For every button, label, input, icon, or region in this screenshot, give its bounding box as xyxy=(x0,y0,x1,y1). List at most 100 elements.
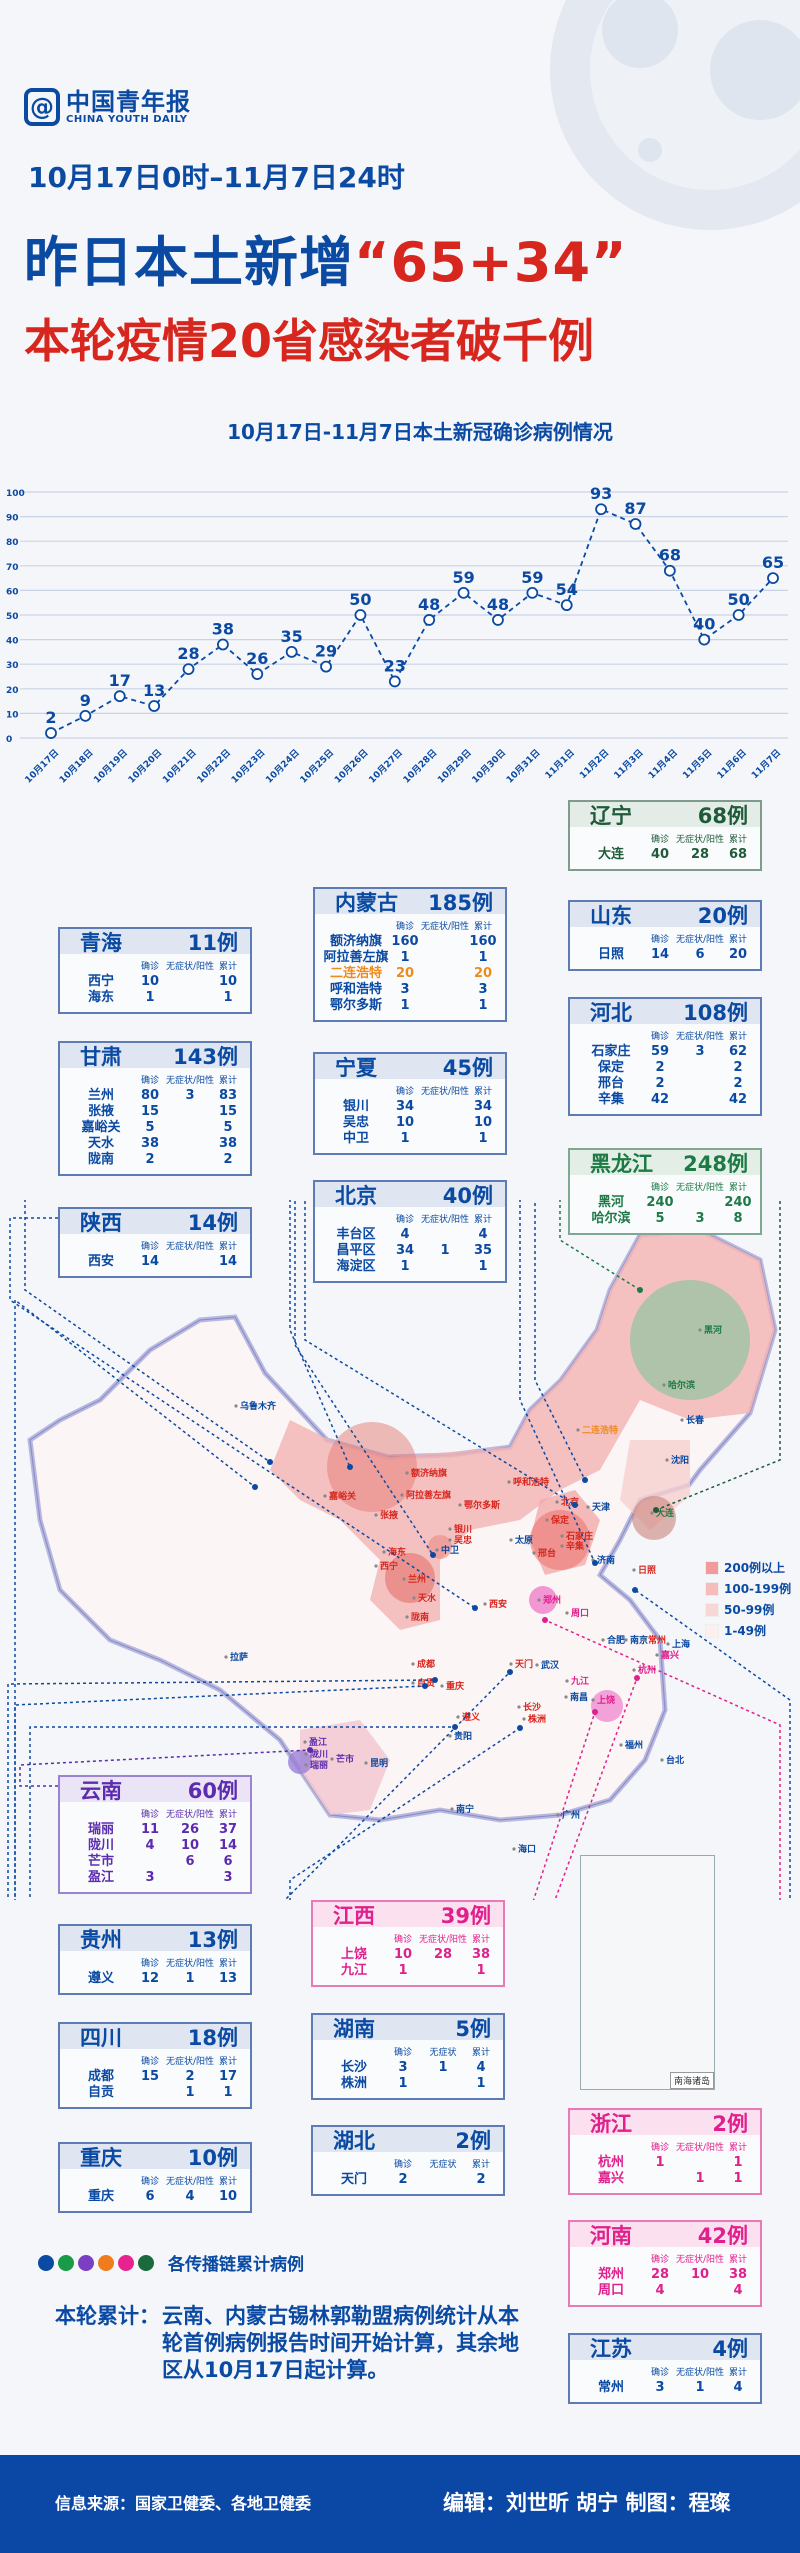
city-name: 重庆 xyxy=(87,2189,114,2204)
confirmed-count: 38 xyxy=(140,1136,160,1151)
asymptomatic-count: 28 xyxy=(433,1947,453,1962)
city-label: 海东 xyxy=(388,1546,406,1558)
total-count: 10 xyxy=(218,974,238,989)
city-dot xyxy=(535,1663,539,1667)
city-dot xyxy=(564,1695,568,1699)
city-label: 石家庄 xyxy=(565,1530,593,1542)
total-count: 5 xyxy=(223,1120,233,1135)
col-header-confirmed: 确诊 xyxy=(393,1935,412,1945)
connector-dot xyxy=(634,1675,640,1681)
data-label: 48 xyxy=(487,595,509,614)
province-header: 云南 60例 xyxy=(60,1777,250,1803)
data-point xyxy=(767,572,779,584)
city-dot xyxy=(411,1662,415,1666)
asymptomatic-count: 1 xyxy=(185,1971,195,1986)
col-header-total: 累计 xyxy=(471,2160,490,2170)
connector-dot xyxy=(347,1464,353,1470)
total-count: 1 xyxy=(478,998,488,1013)
city-label: 九江 xyxy=(570,1675,589,1687)
bubble-shangrao xyxy=(591,1690,623,1722)
city-label: 西宁 xyxy=(380,1560,398,1572)
city-dot xyxy=(632,1568,636,1572)
province-total: 13例 xyxy=(187,1927,238,1952)
province-name: 山东 xyxy=(590,903,632,928)
province-box-heilongjiang: 黑龙江 248例 确诊 无症状/阳性 累计 黑河 240 240 哈尔滨 5 3 8 xyxy=(568,1148,762,1235)
total-count: 6 xyxy=(223,1854,233,1869)
asymptomatic-count: 1 xyxy=(440,1243,450,1258)
data-label: 54 xyxy=(556,580,578,599)
x-tick-label: 10月23日 xyxy=(229,747,267,785)
city-label: 嘉兴 xyxy=(660,1649,679,1661)
city-name: 成都 xyxy=(87,2069,114,2084)
data-point xyxy=(595,503,607,516)
city-name: 郑州 xyxy=(597,2267,624,2282)
connector-dot xyxy=(592,1709,598,1715)
data-point xyxy=(79,709,92,722)
confirmed-count: 20 xyxy=(395,966,415,981)
city-label: 拉萨 xyxy=(230,1651,248,1663)
col-header-total: 累计 xyxy=(218,2057,237,2067)
city-name: 株洲 xyxy=(340,2076,367,2091)
col-header-confirmed: 确诊 xyxy=(650,2255,669,2265)
total-count: 20 xyxy=(728,947,748,962)
province-total: 68例 xyxy=(697,803,748,828)
data-point xyxy=(560,599,573,612)
col-header-confirmed: 确诊 xyxy=(140,962,159,972)
data-label: 2 xyxy=(45,708,56,727)
total-count: 240 xyxy=(724,1195,752,1210)
x-tick-label: 10月20日 xyxy=(126,747,164,785)
col-header-asymptomatic: 无症状/阳性 xyxy=(675,835,725,845)
connector-line xyxy=(519,1200,596,1564)
city-label: 郑州 xyxy=(543,1594,561,1606)
city-name: 阿拉善左旗 xyxy=(323,950,389,965)
date-range: 10月17日0时–11月7日24时 xyxy=(28,161,405,194)
confirmed-count: 10 xyxy=(395,1115,415,1130)
data-point xyxy=(320,660,332,673)
city-name: 盈江 xyxy=(87,1870,114,1885)
city-name: 陇南 xyxy=(87,1152,114,1167)
confirmed-count: 14 xyxy=(140,1254,160,1269)
connector-dot xyxy=(637,1287,643,1293)
province-header: 浙江 2例 xyxy=(570,2110,760,2136)
province-header: 江苏 4例 xyxy=(570,2335,760,2361)
city-dot xyxy=(412,1596,416,1600)
data-point xyxy=(354,609,367,621)
city-dot xyxy=(680,1418,684,1422)
logo-english: CHINA YOUTH DAILY xyxy=(66,113,188,125)
chain-legend-label: 各传播链累计病例 xyxy=(168,2255,304,2275)
province-total: 14例 xyxy=(187,1210,238,1235)
province-header: 江西 39例 xyxy=(313,1902,503,1928)
province-table: 确诊 无症状 累计 长沙 3 1 4 株洲 1 1 xyxy=(313,2040,503,2092)
total-count: 13 xyxy=(218,1971,238,1986)
bubble-lanzhou xyxy=(385,1553,435,1603)
logo-chinese: 中国青年报 xyxy=(66,87,191,116)
city-dot xyxy=(458,1503,462,1507)
subheadline: 本轮疫情20省感染者破千例 xyxy=(24,314,595,368)
col-header-total: 累计 xyxy=(728,835,747,845)
x-tick-label: 11月1日 xyxy=(543,747,577,781)
total-count: 14 xyxy=(218,1254,238,1269)
data-label: 35 xyxy=(281,627,303,646)
city-name: 日照 xyxy=(597,947,624,962)
province-table: 确诊 无症状/阳性 累计 重庆 6 4 10 xyxy=(60,2169,250,2205)
province-name: 浙江 xyxy=(590,2111,632,2136)
province-name: 辽宁 xyxy=(590,803,632,828)
asymptomatic-count: 26 xyxy=(180,1822,200,1837)
city-label: 盈江 xyxy=(308,1736,327,1748)
city-label: 长沙 xyxy=(523,1701,541,1713)
province-box-jiangsu: 江苏 4例 确诊 无症状/阳性 累计 常州 3 1 4 xyxy=(568,2333,762,2404)
city-name: 保定 xyxy=(597,1060,624,1075)
confirmed-count: 240 xyxy=(646,1195,674,1210)
col-header-asymptomatic: 无症状/阳性 xyxy=(165,1959,215,1969)
city-label: 贵阳 xyxy=(454,1730,472,1742)
confirmed-count: 1 xyxy=(655,2155,665,2170)
city-dot xyxy=(456,1715,460,1719)
note-text: 云南、内蒙古锡林郭勒盟病例统计从本轮首例病例报告时间开始计算，其余地区从10月1… xyxy=(162,2304,519,2382)
y-tick-label: 40 xyxy=(6,637,19,647)
asymptomatic-count: 1 xyxy=(695,2171,705,2186)
province-box-hebei: 河北 108例 确诊 无症状/阳性 累计 石家庄 59 3 62 保定 2 2 邢台 2 2 辛集 42 42 xyxy=(568,997,762,1116)
city-label: 芒市 xyxy=(336,1753,354,1765)
col-header-asymptomatic: 无症状/阳性 xyxy=(675,935,725,945)
confirmed-count: 28 xyxy=(650,2267,670,2282)
